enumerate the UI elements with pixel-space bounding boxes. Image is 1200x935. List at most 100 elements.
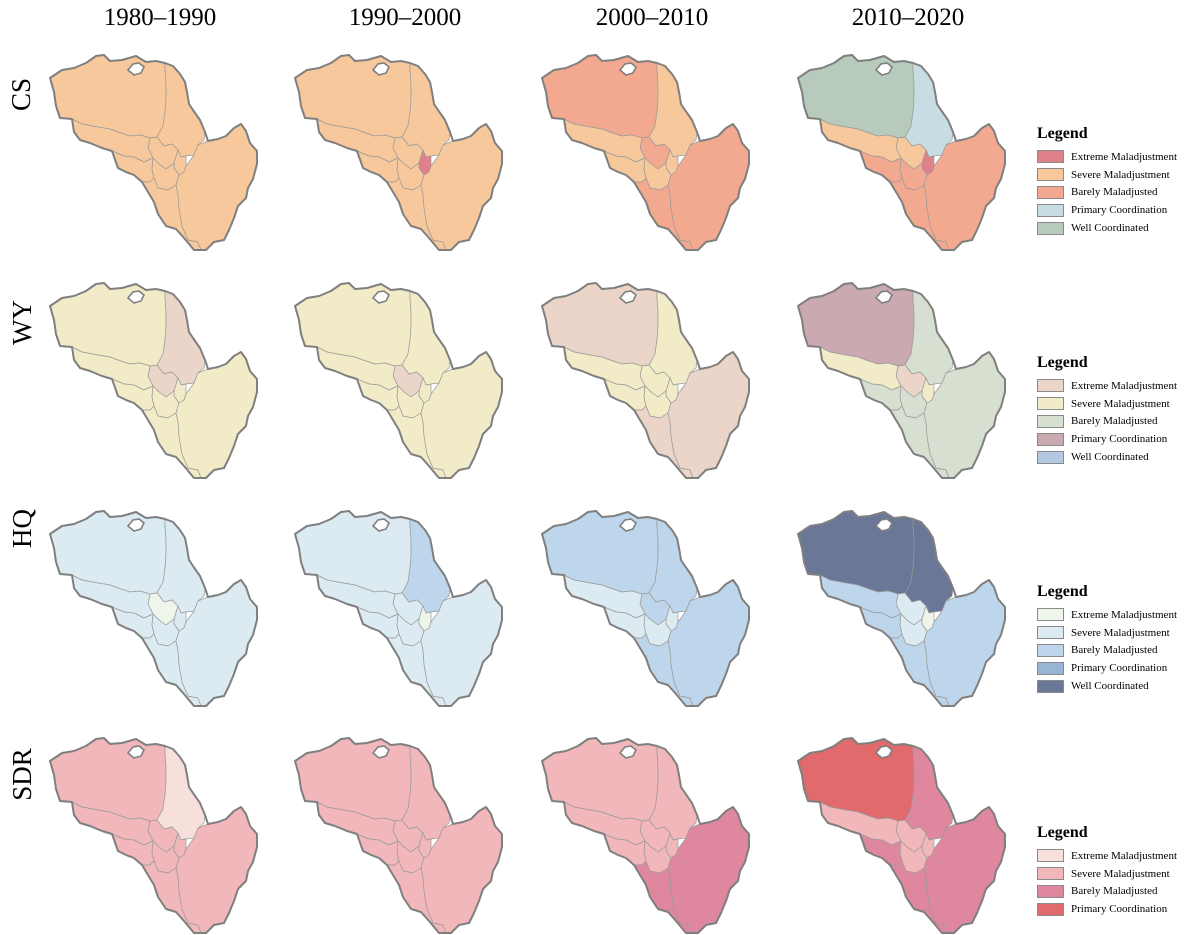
legend-swatch bbox=[1037, 397, 1064, 411]
basin-boundary bbox=[541, 54, 750, 251]
basin-boundary bbox=[797, 282, 1006, 479]
legend-item: Barely Maladjusted bbox=[1037, 413, 1197, 431]
basin-boundary bbox=[49, 737, 258, 934]
legend: Legend Extreme Maladjustment Severe Maladj… bbox=[1037, 824, 1197, 918]
basin-boundary bbox=[797, 737, 1006, 934]
legend-swatch bbox=[1037, 168, 1064, 182]
legend-item: Well Coordinated bbox=[1037, 219, 1197, 237]
region-nw bbox=[49, 510, 167, 595]
legend-item: Well Coordinated bbox=[1037, 448, 1197, 466]
lake-enclave bbox=[874, 62, 894, 76]
legend-item: Extreme Maladjustment bbox=[1037, 148, 1197, 166]
legend-item: Severe Maladjustment bbox=[1037, 166, 1197, 184]
legend-item: Primary Coordination bbox=[1037, 659, 1197, 677]
legend-label: Severe Maladjustment bbox=[1071, 168, 1170, 181]
lake-enclave bbox=[126, 745, 146, 759]
legend-label: Severe Maladjustment bbox=[1071, 397, 1170, 410]
legend-label: Primary Coordination bbox=[1071, 662, 1168, 675]
legend-title: Legend bbox=[1037, 125, 1088, 142]
row-title: CS bbox=[6, 77, 37, 111]
legend-swatch bbox=[1037, 432, 1064, 446]
region-map bbox=[49, 510, 258, 707]
legend-swatch bbox=[1037, 679, 1064, 693]
legend-title: Legend bbox=[1037, 583, 1088, 600]
region-map bbox=[294, 510, 503, 707]
legend-item: Primary Coordination bbox=[1037, 201, 1197, 219]
basin-boundary bbox=[797, 510, 1006, 707]
region-nw bbox=[294, 54, 412, 139]
legend-swatch bbox=[1037, 884, 1064, 898]
row-title: SDR bbox=[6, 747, 37, 801]
legend-label: Severe Maladjustment bbox=[1071, 867, 1170, 880]
legend-title: Legend bbox=[1037, 824, 1088, 841]
basin-boundary bbox=[294, 510, 503, 707]
legend-label: Extreme Maladjustment bbox=[1071, 379, 1177, 392]
region-nw bbox=[294, 737, 412, 822]
legend-swatch bbox=[1037, 643, 1064, 657]
region-nw bbox=[541, 737, 659, 822]
region-map bbox=[797, 54, 1006, 251]
lake-enclave bbox=[126, 290, 146, 304]
region-nw bbox=[797, 282, 915, 367]
legend-item: Barely Maladjusted bbox=[1037, 883, 1197, 901]
legend-swatch bbox=[1037, 849, 1064, 863]
region-nw bbox=[797, 737, 915, 822]
legend-swatch bbox=[1037, 450, 1064, 464]
region-nw bbox=[541, 282, 659, 367]
legend-label: Primary Coordination bbox=[1071, 433, 1168, 446]
region-nw bbox=[49, 54, 167, 139]
region-map bbox=[541, 737, 750, 934]
legend-item: Severe Maladjustment bbox=[1037, 865, 1197, 883]
legend-label: Well Coordinated bbox=[1071, 222, 1149, 235]
lake-enclave bbox=[618, 62, 638, 76]
legend-swatch bbox=[1037, 185, 1064, 199]
basin-boundary bbox=[294, 282, 503, 479]
region-nw bbox=[541, 54, 659, 139]
legend-label: Primary Coordination bbox=[1071, 903, 1168, 916]
lake-enclave bbox=[371, 518, 391, 532]
region-nw bbox=[294, 282, 412, 367]
region-nw bbox=[294, 510, 412, 595]
region-nw bbox=[541, 510, 659, 595]
legend-item: Primary Coordination bbox=[1037, 900, 1197, 918]
region-map bbox=[541, 510, 750, 707]
legend-swatch bbox=[1037, 661, 1064, 675]
basin-boundary bbox=[797, 54, 1006, 251]
column-title: 1980–1990 bbox=[103, 4, 217, 31]
column-title: 1990–2000 bbox=[348, 4, 462, 31]
column-title: 2010–2020 bbox=[851, 4, 965, 31]
lake-enclave bbox=[371, 745, 391, 759]
legend-swatch bbox=[1037, 626, 1064, 640]
legend-label: Extreme Maladjustment bbox=[1071, 608, 1177, 621]
basin-boundary bbox=[49, 510, 258, 707]
legend-item: Extreme Maladjustment bbox=[1037, 377, 1197, 395]
region-map bbox=[541, 54, 750, 251]
region-map bbox=[49, 54, 258, 251]
legend-swatch bbox=[1037, 902, 1064, 916]
legend-label: Primary Coordination bbox=[1071, 204, 1168, 217]
region-map bbox=[541, 282, 750, 479]
legend-item: Well Coordinated bbox=[1037, 677, 1197, 695]
region-map bbox=[49, 737, 258, 934]
legend-label: Barely Maladjusted bbox=[1071, 186, 1158, 199]
legend-swatch bbox=[1037, 414, 1064, 428]
basin-boundary bbox=[541, 737, 750, 934]
lake-enclave bbox=[618, 518, 638, 532]
region-map bbox=[797, 510, 1006, 707]
legend-item: Barely Maladjusted bbox=[1037, 642, 1197, 660]
legend-swatch bbox=[1037, 203, 1064, 217]
basin-boundary bbox=[541, 510, 750, 707]
region-nw bbox=[49, 282, 167, 367]
legend-item: Primary Coordination bbox=[1037, 430, 1197, 448]
region-map bbox=[294, 54, 503, 251]
legend-label: Extreme Maladjustment bbox=[1071, 849, 1177, 862]
legend: Legend Extreme Maladjustment Severe Maladj… bbox=[1037, 583, 1197, 695]
legend-swatch bbox=[1037, 379, 1064, 393]
basin-boundary bbox=[541, 282, 750, 479]
lake-enclave bbox=[874, 290, 894, 304]
row-title: HQ bbox=[6, 508, 37, 548]
legend-label: Extreme Maladjustment bbox=[1071, 150, 1177, 163]
legend-title: Legend bbox=[1037, 354, 1088, 371]
lake-enclave bbox=[874, 745, 894, 759]
legend: Legend Extreme Maladjustment Severe Maladj… bbox=[1037, 125, 1197, 237]
